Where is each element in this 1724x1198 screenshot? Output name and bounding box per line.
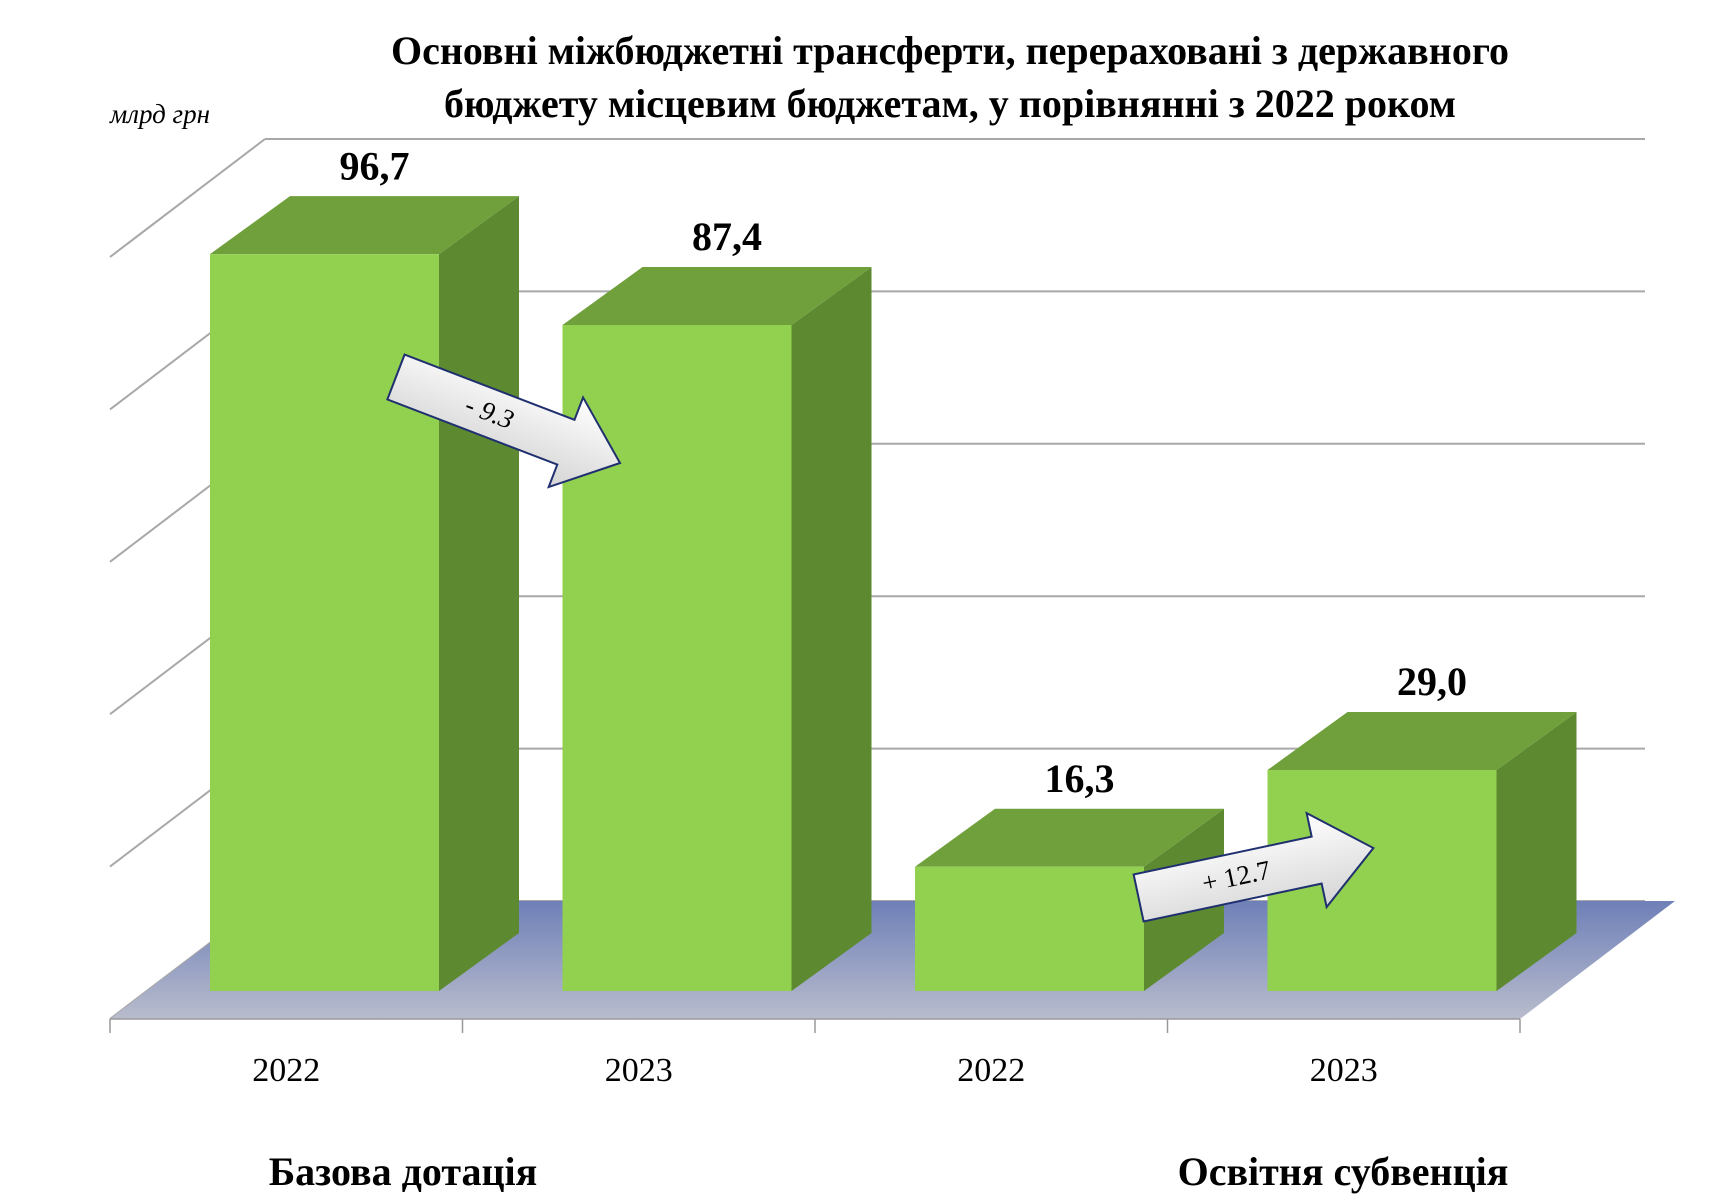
x-tick-label: 2022 [957, 1052, 1025, 1089]
x-tick-label: 2023 [605, 1052, 673, 1089]
value-label: 29,0 [1397, 659, 1467, 704]
y-unit: млрд грн [109, 99, 210, 129]
value-label: 16,3 [1045, 756, 1115, 801]
bar-top [1267, 712, 1577, 771]
chart-title: Основні міжбюджетні трансферти, перерахо… [391, 28, 1509, 73]
bar-side [791, 267, 872, 992]
bar-top [562, 267, 872, 326]
change-arrow: + 12.7 [1132, 811, 1375, 923]
change-arrow: - 9.3 [386, 353, 622, 489]
group-label: Базова дотація [269, 1149, 538, 1194]
group-label: Освітня субвенція [1178, 1149, 1509, 1194]
chart-title: бюджету місцевим бюджетам, у порівнянні … [444, 81, 1456, 126]
x-tick-label: 2022 [252, 1052, 320, 1089]
value-label: 96,7 [340, 143, 410, 188]
grid-line [109, 138, 266, 258]
bar [915, 866, 1144, 991]
bar-top [915, 808, 1224, 867]
bar-side [439, 196, 519, 991]
arrow-shape [1132, 811, 1375, 923]
value-label: 87,4 [692, 214, 762, 259]
x-tick-label: 2023 [1310, 1052, 1378, 1089]
bar-top [210, 196, 519, 255]
bar-side [1496, 712, 1577, 991]
arrow-shape [386, 353, 622, 489]
